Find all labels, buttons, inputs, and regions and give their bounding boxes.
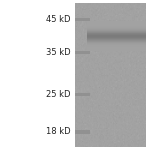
Text: 18 kD: 18 kD [46,128,70,136]
Bar [75,93,90,96]
Text: 35 kD: 35 kD [46,48,70,57]
Text: 25 kD: 25 kD [46,90,70,99]
Bar [75,18,90,21]
Text: 45 kD: 45 kD [46,15,70,24]
Bar [75,51,90,54]
Bar [75,130,90,134]
